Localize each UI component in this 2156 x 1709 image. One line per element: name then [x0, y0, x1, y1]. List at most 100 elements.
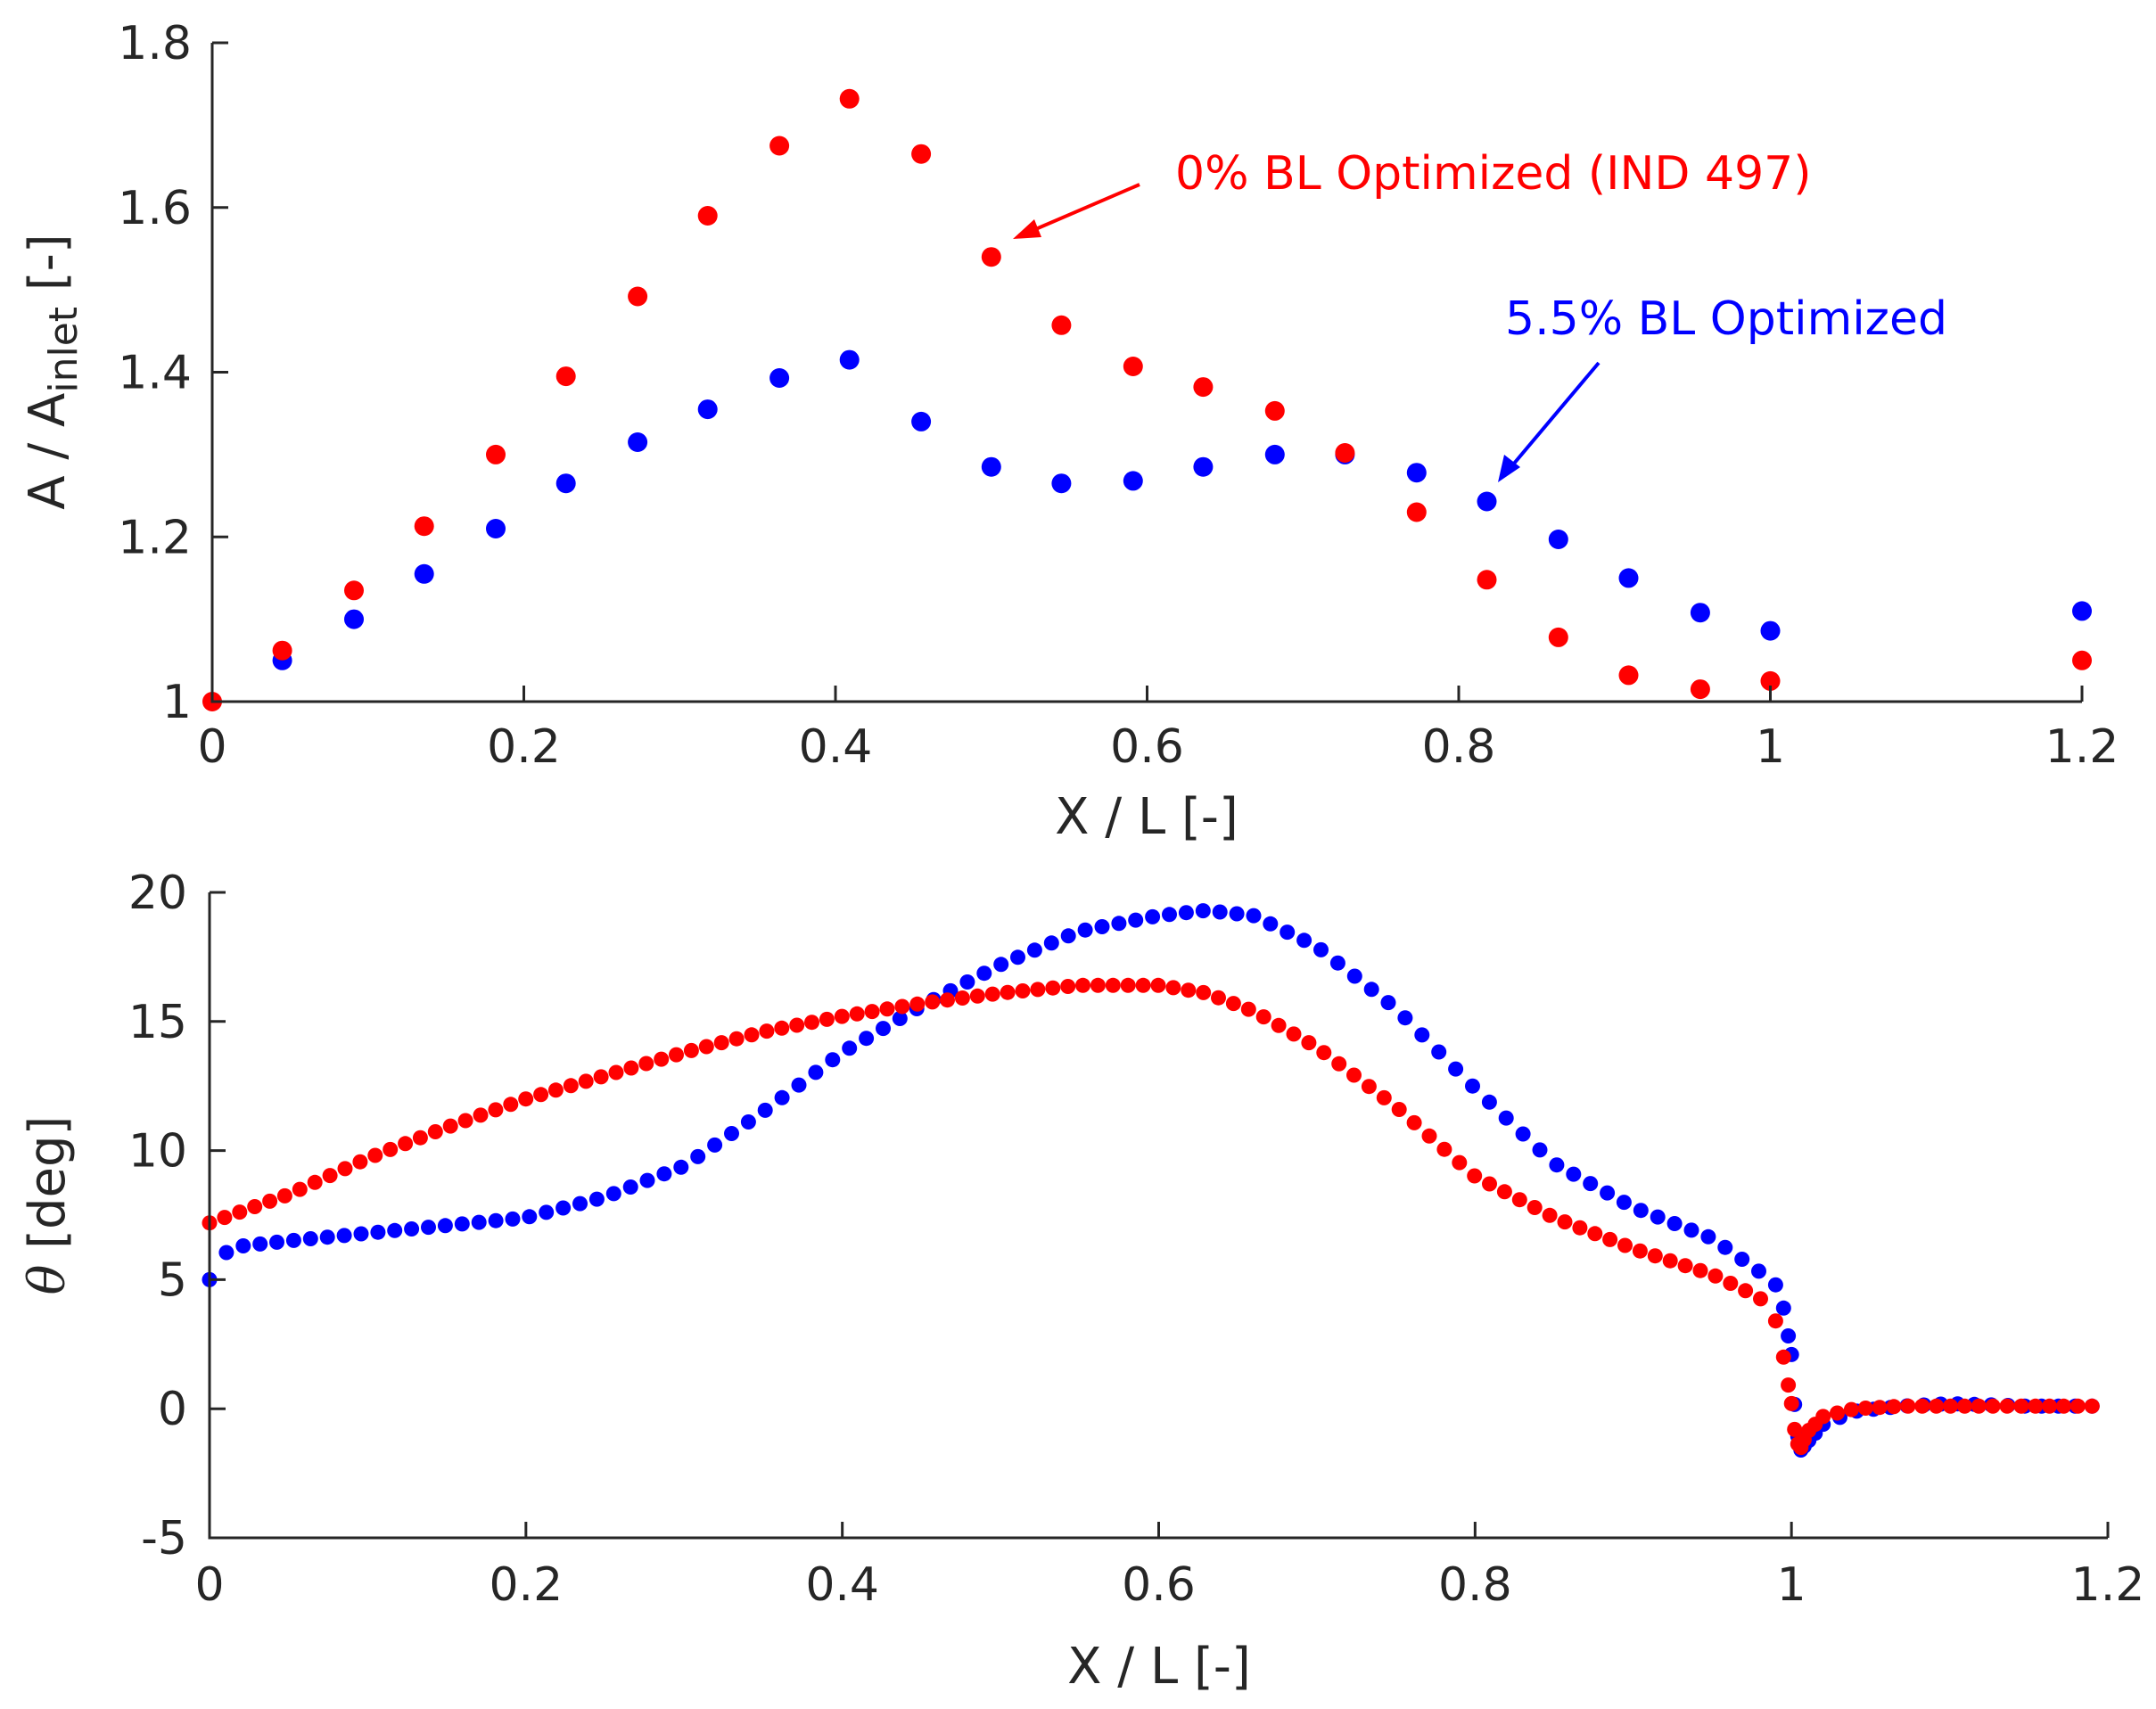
annotation-5-5pct-bl-arrow-shaft: [1507, 361, 1601, 472]
angle-point-blue: [690, 1148, 706, 1164]
angle-point-blue: [1448, 1061, 1464, 1077]
angle-point-blue: [1481, 1094, 1497, 1110]
annotation-5-5pct-bl-arrow-head: [1498, 455, 1520, 482]
area-ratio-point-red: [1690, 679, 1710, 700]
angle-point-blue: [572, 1195, 588, 1212]
angle-point-red: [1753, 1291, 1768, 1307]
angle-point-red: [217, 1210, 233, 1226]
angle-point-blue: [959, 974, 975, 990]
angle-x-tick-label: 0.2: [489, 1558, 563, 1612]
area-ratio-point-red: [839, 88, 860, 109]
area-ratio-point-red: [1193, 377, 1214, 398]
area-ratio-point-red: [1406, 502, 1427, 522]
area-ratio-point-red: [1264, 400, 1285, 421]
angle-point-red: [744, 1027, 760, 1043]
angle-x-tick-label: 1.2: [2071, 1558, 2145, 1612]
angle-point-red: [1346, 1067, 1362, 1083]
angle-point-red: [1602, 1231, 1618, 1247]
angle-point-red: [1587, 1226, 1603, 1242]
angle-point-blue: [488, 1212, 504, 1228]
area-ratio-point-red: [911, 144, 932, 164]
angle-point-blue: [1700, 1228, 1716, 1245]
angle-point-red: [322, 1168, 338, 1184]
angle-point-red: [1783, 1395, 1799, 1411]
angle-point-blue: [1346, 968, 1362, 984]
angle-point-blue: [1195, 903, 1211, 919]
angle-point-blue: [774, 1089, 790, 1105]
angle-point-red: [638, 1056, 654, 1072]
angle-point-blue: [622, 1179, 638, 1195]
angle-y-label-symbol: θ: [19, 1265, 77, 1295]
angle-point-red: [669, 1047, 684, 1063]
angle-point-blue: [1263, 916, 1279, 932]
angle-point-blue: [404, 1221, 420, 1237]
area-ratio-y-tick-label: 1: [162, 676, 192, 729]
angle-point-red: [834, 1008, 850, 1024]
area-ratio-y-label-suffix: [-]: [19, 234, 77, 307]
area-ratio-point-blue: [1123, 471, 1143, 491]
angle-point-red: [1030, 982, 1046, 998]
angle-point-red: [1301, 1035, 1317, 1051]
area-ratio-y-axis-label: A / Ainlet [-]: [19, 234, 86, 509]
angle-point-blue: [218, 1245, 235, 1261]
angle-point-red: [1775, 1349, 1791, 1365]
angle-point-red: [1316, 1045, 1332, 1061]
angle-point-red: [969, 988, 985, 1004]
angle-point-red: [1943, 1398, 1958, 1414]
angle-point-red: [1542, 1207, 1558, 1223]
angle-point-blue: [1498, 1110, 1514, 1126]
angle-point-blue: [319, 1229, 335, 1245]
angle-point-red: [1060, 979, 1076, 994]
area-ratio-y-label-subscript: inlet: [41, 307, 86, 393]
angle-point-blue: [285, 1232, 301, 1248]
angle-point-red: [307, 1174, 323, 1190]
angle-point-red: [954, 990, 970, 1006]
angle-point-red: [1286, 1026, 1302, 1042]
angle-point-blue: [269, 1234, 284, 1250]
angle-point-red: [1376, 1089, 1392, 1105]
angle-point-red: [1677, 1258, 1693, 1274]
area-ratio-point-blue: [839, 349, 860, 370]
area-ratio-point-blue: [981, 456, 1001, 477]
area-ratio-point-red: [981, 247, 1001, 267]
angle-point-red: [984, 986, 1000, 1002]
angle-point-red: [1271, 1017, 1287, 1033]
angle-point-red: [2042, 1398, 2058, 1414]
angle-point-blue: [808, 1064, 824, 1080]
angle-point-red: [713, 1035, 729, 1051]
angle-point-blue: [1060, 928, 1076, 944]
angle-point-red: [2028, 1398, 2044, 1414]
angle-point-red: [1872, 1400, 1888, 1416]
angle-point-blue: [1329, 955, 1345, 971]
angle-point-blue: [1212, 904, 1228, 920]
area-ratio-point-blue: [911, 411, 932, 431]
area-ratio-x-tick-label: 0: [197, 720, 226, 774]
area-ratio-point-red: [414, 516, 434, 537]
area-ratio-x-tick-label: 0.6: [1110, 720, 1184, 774]
angle-point-red: [1361, 1079, 1377, 1095]
annotation-0pct-bl-arrow-shaft: [1025, 183, 1140, 235]
angle-point-red: [1999, 1398, 2015, 1414]
angle-point-red: [1781, 1377, 1797, 1393]
angle-point-blue: [1280, 924, 1296, 941]
area-ratio-points: [202, 88, 2092, 711]
angle-point-blue: [437, 1218, 453, 1234]
angle-point-red: [1632, 1243, 1648, 1259]
angle-point-blue: [892, 1011, 908, 1026]
angle-point-blue: [370, 1224, 386, 1240]
angle-y-tick-label: 5: [158, 1253, 187, 1307]
angle-point-red: [1767, 1313, 1783, 1329]
angle-point-blue: [336, 1228, 352, 1244]
angle-point-blue: [1313, 941, 1329, 957]
area-ratio-point-red: [344, 580, 364, 601]
angle-point-blue: [1431, 1044, 1447, 1060]
area-ratio-point-blue: [1690, 603, 1710, 623]
angle-point-red: [1165, 980, 1181, 996]
angle-point-blue: [1010, 949, 1025, 965]
angle-point-red: [698, 1039, 714, 1055]
area-ratio-point-red: [697, 206, 718, 226]
area-ratio-point-red: [1477, 570, 1497, 590]
angle-point-blue: [1666, 1216, 1683, 1231]
angle-point-red: [759, 1023, 775, 1039]
